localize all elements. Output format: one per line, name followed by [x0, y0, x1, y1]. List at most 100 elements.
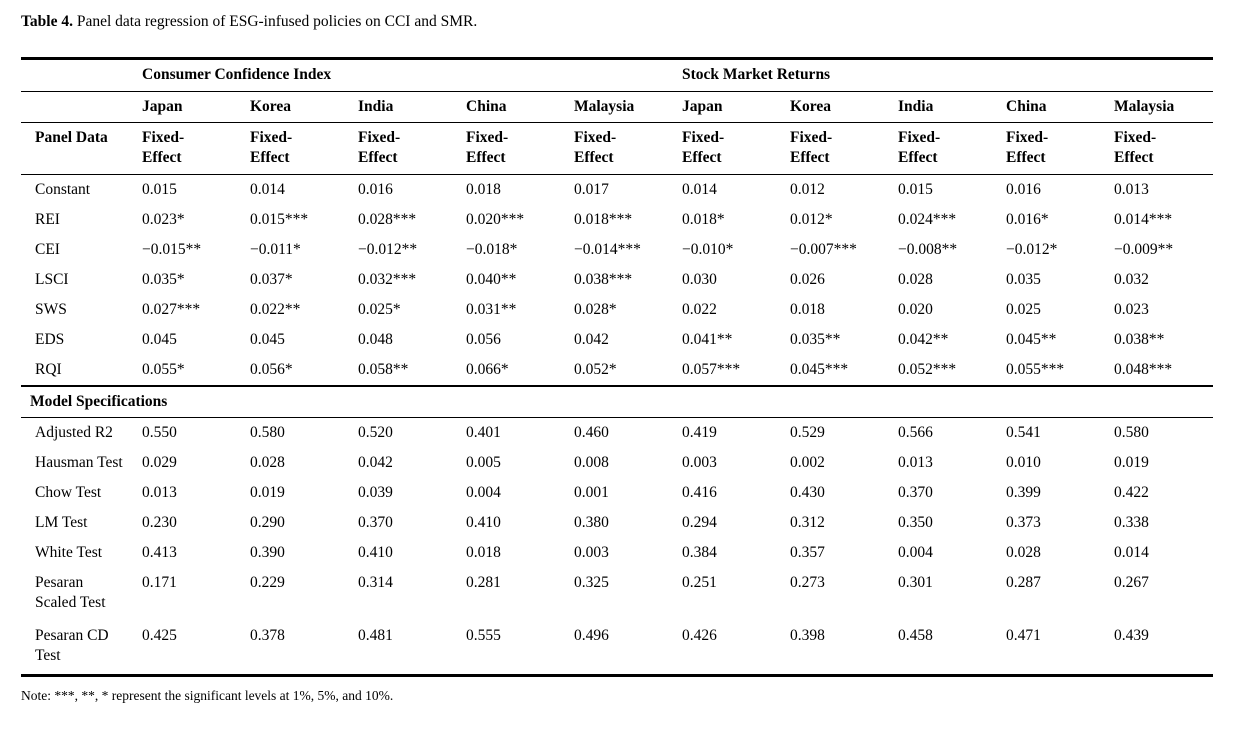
cell-value: 0.028* [574, 301, 617, 318]
cell-value: 0.471 [1006, 627, 1041, 644]
panel-data-label: Panel Data [21, 122, 133, 175]
cell-value: 0.019 [1114, 454, 1149, 471]
cell-value: 0.580 [250, 424, 285, 441]
cell-value: 0.016* [1006, 211, 1049, 228]
cell-value: 0.038** [1114, 331, 1165, 348]
fixed-effect-header: Fixed- Effect [781, 122, 889, 175]
cell-value: 0.028 [1006, 544, 1041, 561]
cell-value: 0.419 [682, 424, 717, 441]
cell-value: 0.003 [574, 544, 609, 561]
cell-value: 0.035* [142, 271, 185, 288]
cell-value: 0.439 [1114, 627, 1149, 644]
fixed-effect-header: Fixed- Effect [349, 122, 457, 175]
cell-value: 0.041** [682, 331, 733, 348]
table-row: Adjusted R2 0.550 0.580 0.520 0.401 0.460 0.41… [21, 418, 1213, 449]
cell-value: 0.460 [574, 424, 609, 441]
cell-value: 0.003 [682, 454, 717, 471]
cell-value: −0.009** [1114, 241, 1174, 258]
cell-value: 0.024*** [898, 211, 957, 228]
cell-value: 0.025* [358, 301, 401, 318]
cell-value: 0.058** [358, 361, 409, 378]
cell-value: 0.020 [898, 301, 933, 318]
country-header: India [349, 91, 457, 123]
cell-value: 0.422 [1114, 484, 1149, 501]
table-row: Constant 0.015 0.014 0.016 0.018 0.017 0.014 0.… [21, 175, 1213, 206]
cell-value: 0.055* [142, 361, 185, 378]
row-label: SWS [35, 301, 67, 318]
cell-value: 0.057*** [682, 361, 741, 378]
table-row: Pesaran Scaled Test 0.171 0.229 0.314 0.281 0… [21, 568, 1213, 621]
cell-value: 0.037* [250, 271, 293, 288]
cell-value: −0.012** [358, 241, 418, 258]
group-header-cci: Consumer Confidence Index [133, 58, 673, 92]
row-label: Pesaran Scaled Test [35, 574, 106, 611]
row-label: RQI [35, 361, 62, 378]
cell-value: 0.032 [1114, 271, 1149, 288]
row-label: Chow Test [35, 484, 102, 501]
table-row: REI 0.023* 0.015*** 0.028*** 0.020*** 0.018**… [21, 205, 1213, 235]
row-label: Pesaran CD Test [35, 627, 109, 664]
cell-value: 0.580 [1114, 424, 1149, 441]
cell-value: 0.029 [142, 454, 177, 471]
cell-value: −0.015** [142, 241, 202, 258]
table-row: LM Test 0.230 0.290 0.370 0.410 0.380 0.294 0.3… [21, 508, 1213, 538]
cell-value: 0.350 [898, 514, 933, 531]
cell-value: 0.042 [574, 331, 609, 348]
cell-value: 0.052*** [898, 361, 957, 378]
cell-value: 0.028*** [358, 211, 417, 228]
group-header-smr: Stock Market Returns [673, 58, 1213, 92]
cell-value: 0.013 [142, 484, 177, 501]
panel-data-row: Panel Data Fixed- Effect Fixed- Effect Fix… [21, 122, 1213, 175]
row-label: White Test [35, 544, 103, 561]
row-label: LSCI [35, 271, 69, 288]
cell-value: 0.045*** [790, 361, 849, 378]
country-header: Japan [133, 91, 241, 123]
cell-value: −0.012* [1006, 241, 1058, 258]
cell-value: 0.048 [358, 331, 393, 348]
cell-value: 0.281 [466, 574, 501, 591]
fixed-effect-header: Fixed- Effect [457, 122, 565, 175]
cell-value: 0.357 [790, 544, 825, 561]
cell-value: 0.481 [358, 627, 393, 644]
cell-value: 0.030 [682, 271, 717, 288]
cell-value: 0.035** [790, 331, 841, 348]
section-header-row: Model Specifications [21, 385, 1213, 418]
cell-value: 0.018* [682, 211, 725, 228]
regression-table: Consumer Confidence Index Stock Market R… [21, 57, 1213, 677]
cell-value: 0.018 [790, 301, 825, 318]
cell-value: 0.012 [790, 181, 825, 198]
cell-value: 0.055*** [1006, 361, 1065, 378]
cell-value: 0.045** [1006, 331, 1057, 348]
cell-value: 0.529 [790, 424, 825, 441]
table-row: Chow Test 0.013 0.019 0.039 0.004 0.001 0.416 0… [21, 478, 1213, 508]
group-header-spacer [21, 58, 133, 92]
cell-value: 0.230 [142, 514, 177, 531]
cell-value: 0.312 [790, 514, 825, 531]
cell-value: 0.416 [682, 484, 717, 501]
cell-value: 0.020*** [466, 211, 525, 228]
cell-value: 0.016 [1006, 181, 1041, 198]
cell-value: 0.014*** [1114, 211, 1173, 228]
cell-value: 0.035 [1006, 271, 1041, 288]
cell-value: 0.458 [898, 627, 933, 644]
cell-value: 0.426 [682, 627, 717, 644]
cell-value: 0.410 [466, 514, 501, 531]
row-label: EDS [35, 331, 65, 348]
cell-value: −0.010* [682, 241, 734, 258]
table-caption-text: Panel data regression of ESG-infused pol… [72, 13, 478, 30]
cell-value: 0.042** [898, 331, 949, 348]
cell-value: 0.031** [466, 301, 517, 318]
cell-value: 0.384 [682, 544, 717, 561]
cell-value: 0.413 [142, 544, 177, 561]
fixed-effect-header: Fixed- Effect [673, 122, 781, 175]
cell-value: 0.325 [574, 574, 609, 591]
country-header: Malaysia [1105, 91, 1213, 123]
cell-value: 0.022** [250, 301, 301, 318]
fixed-effect-header: Fixed- Effect [565, 122, 673, 175]
cell-value: 0.056* [250, 361, 293, 378]
country-header-row: Japan Korea India China Malaysia Japan Korea In… [21, 91, 1213, 123]
country-header: China [997, 91, 1105, 123]
country-header: Malaysia [565, 91, 673, 123]
cell-value: 0.016 [358, 181, 393, 198]
